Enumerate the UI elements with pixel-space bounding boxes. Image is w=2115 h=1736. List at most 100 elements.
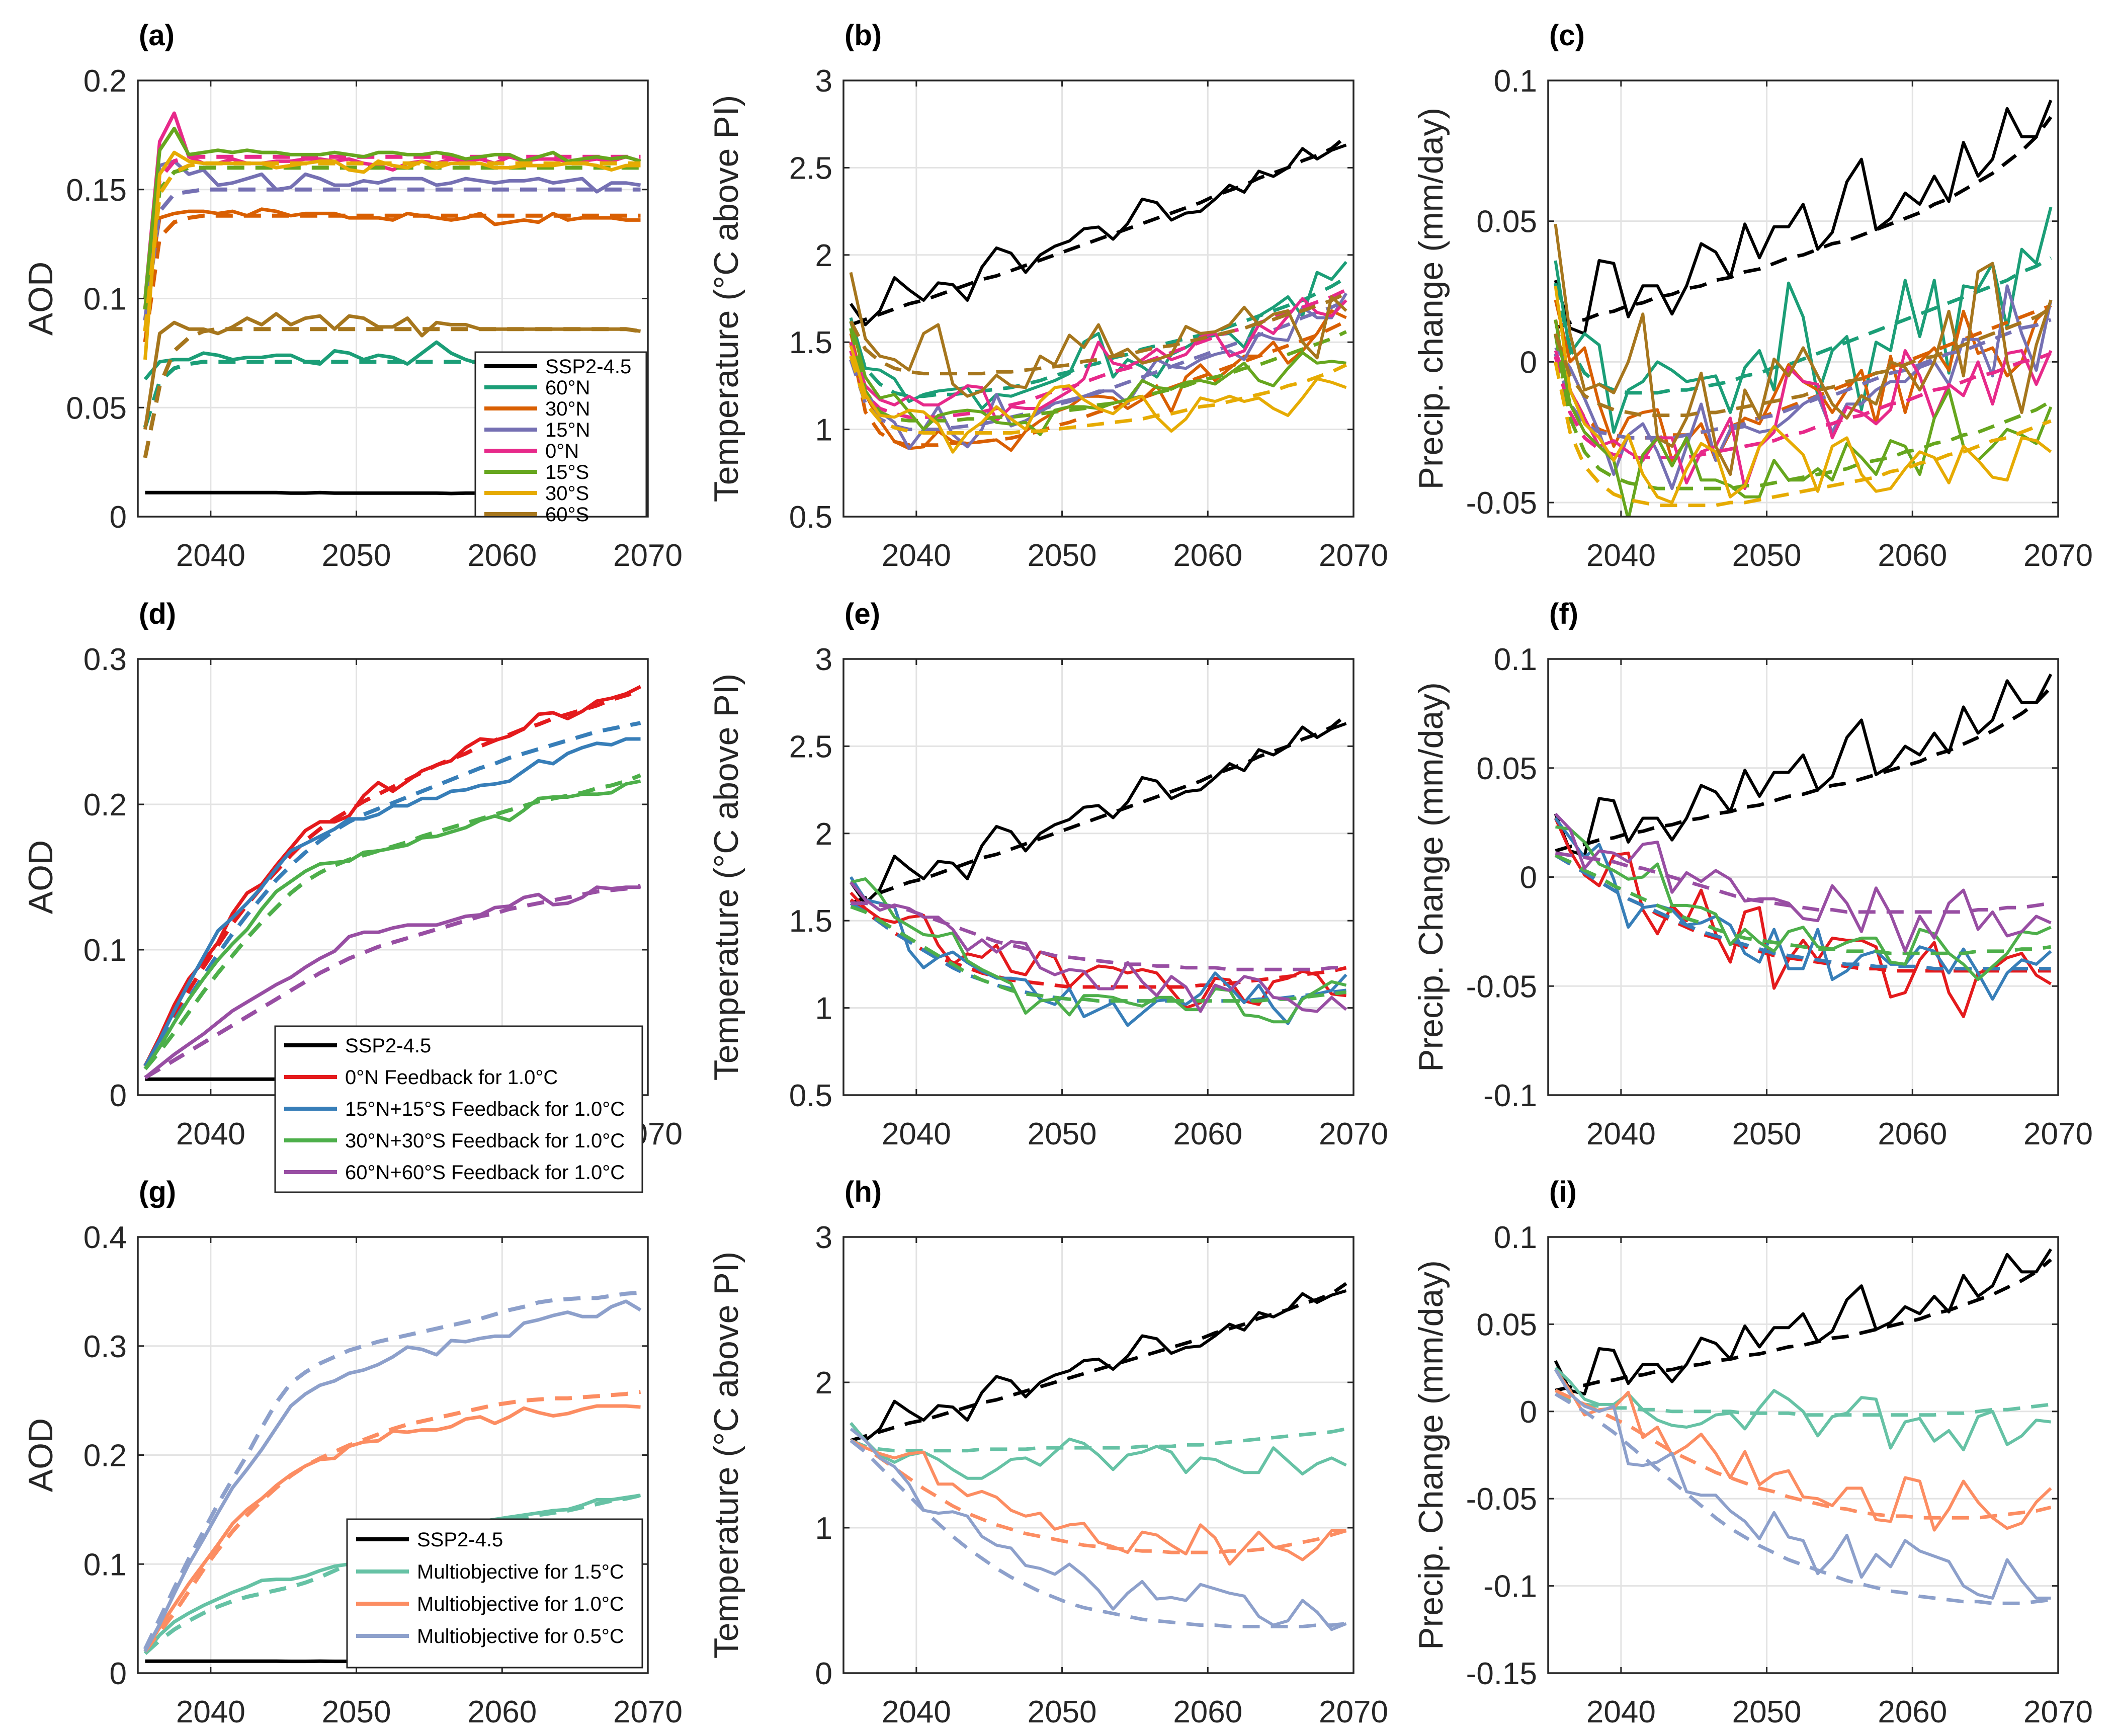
y-tick-label: 0.05 [1476,752,1537,786]
series-line-60-n-60-s-feedback-for-1-0-c [144,885,641,1080]
y-axis-label: Temperature (°C above PI) [707,1252,745,1659]
x-tick-label: 2050 [1732,1117,1802,1151]
y-axis-label: AOD [22,262,60,336]
y-axis-label: Precip. change (mm/day) [1412,108,1450,490]
y-tick-label: 0.1 [83,1547,127,1582]
legend-entry: 15°N [545,419,590,441]
series-line-multiobjective-for-1-5-c [850,1422,1347,1480]
y-tick-label: -0.1 [1483,1079,1537,1113]
legend-entry: SSP2-4.5 [345,1035,431,1057]
y-tick-label: 2.5 [789,729,832,764]
x-tick-label: 2050 [1028,1117,1097,1151]
legend: SSP2-4.560°N30°N15°N0°N15°S30°S60°S [474,351,647,526]
series-line-15-s [143,126,641,299]
x-tick-label: 2050 [322,1695,391,1729]
y-tick-label: 0 [815,1657,832,1691]
series-line-30-n-30-s-feedback-for-1-0-c [1555,825,2052,981]
y-tick-label: 3 [815,64,832,99]
y-tick-label: 0.5 [789,500,832,535]
y-tick-label: 0.2 [83,1439,127,1473]
y-tick-label: 0.05 [66,391,127,426]
x-tick-label: 2040 [1586,538,1656,573]
x-tick-label: 2060 [1878,1117,1947,1151]
panel-a: 2040 2050 2060 2070 0 0.05 0.1 0.15 0.2 AOD (a) SSP… [22,19,683,573]
series-line-15-n [143,159,641,310]
legend-box [346,1518,643,1669]
x-tick-label: 2070 [2023,1695,2093,1729]
series-line-30-s [1554,285,2052,504]
panel-label: (e) [844,598,880,630]
x-tick-label: 2050 [1028,538,1097,573]
plot-area [1548,1237,2058,1673]
fit-line-60-n-60-s-feedback-for-1-0-c [851,901,1346,971]
legend-entry: Multiobjective for 0.5°C [417,1625,624,1647]
y-tick-label: 0.3 [83,1330,127,1364]
legend: SSP2-4.5 Multiobjective for 1.5°C Multiobj… [346,1518,643,1669]
y-axis-label: Precip. Change (mm/day) [1412,1260,1450,1650]
legend-entry: 15°N+15°S Feedback for 1.0°C [345,1098,625,1120]
x-tick-label: 2060 [1173,1117,1242,1151]
legend-entry: SSP2-4.5 [417,1529,503,1551]
series-group [143,111,641,496]
series-line-60-n-60-s-feedback-for-1-0-c [1554,812,2052,953]
series-line-15-n-15-s-feedback-for-1-0-c [143,737,641,1067]
fit-line-15-s [143,166,641,310]
y-tick-label: 0 [110,1079,127,1113]
x-tick-label: 2070 [1319,1695,1388,1729]
panel-label: (d) [139,598,176,630]
fit-line-15-s [1554,333,2052,490]
series-line-0-n [849,297,1347,423]
y-tick-label: 3 [815,1220,832,1255]
fit-line-30-n [849,319,1347,447]
x-tick-label: 2040 [176,538,245,573]
legend-entry: 30°S [545,482,589,505]
fit-line-15-n [849,298,1347,432]
series-line-30-n-30-s-feedback-for-1-0-c [850,877,1347,1024]
fit-line-multiobjective-for-1-0-c [850,1439,1347,1554]
fit-line-ssp2-4-5 [1555,116,2053,330]
y-tick-label: 0 [1520,861,1537,895]
legend-entry: 0°N Feedback for 1.0°C [345,1066,558,1089]
series-group [849,135,1348,454]
y-tick-label: 0.05 [1476,205,1537,239]
fit-line-60-n [1554,256,2052,395]
y-tick-label: 0 [1520,345,1537,380]
x-tick-label: 2070 [1319,538,1388,573]
y-tick-label: -0.05 [1466,486,1537,521]
series-line-60-n [849,261,1347,410]
x-tick-label: 2060 [1878,538,1947,573]
fit-line-multiobjective-for-0-5-c [850,1439,1346,1628]
x-tick-label: 2040 [882,1695,951,1729]
y-axis-label: AOD [22,840,60,914]
panel-e: 2040 2050 2060 2070 0.5 1 1.5 2 2.5 3 Temperature … [707,598,1388,1151]
panel-label: (f) [1549,598,1578,630]
fit-line-ssp2-4-5 [850,713,1347,905]
series-line-ssp2-4-5 [1554,1248,2053,1396]
y-tick-label: 1.5 [789,325,832,360]
y-axis-label: Temperature (°C above PI) [707,674,745,1081]
panel-label: (a) [139,19,175,52]
series-line-30-n [143,207,641,310]
fit-line-ssp2-4-5 [850,1282,1347,1442]
y-axis-label: Precip. Change (mm/day) [1412,682,1450,1072]
series-line-30-n [849,309,1347,452]
series-line-60-s [143,312,641,430]
series-group [1554,1248,2053,1605]
y-tick-label: 3 [815,642,832,677]
y-tick-label: 0.1 [83,282,127,317]
plot-area [843,659,1353,1095]
y-tick-label: 0.2 [83,788,127,822]
y-tick-label: 0.1 [1494,64,1537,99]
x-tick-label: 2070 [1319,1117,1388,1151]
series-line-15-n [849,292,1348,450]
y-tick-label: 0.1 [1494,1220,1537,1255]
axes-box [1547,1236,2059,1674]
x-tick-label: 2060 [1878,1695,1947,1729]
fit-line-60-n-60-s-feedback-for-1-0-c [1555,851,2052,914]
series-group [850,1282,1347,1631]
x-tick-label: 2060 [1173,538,1242,573]
panel-label: (b) [844,19,882,52]
x-tick-label: 2040 [176,1695,245,1729]
legend-entry: SSP2-4.5 [545,356,631,378]
panel-f: 2040 2050 2060 2070 -0.1 -0.05 0 0.05 0.1 Precip.… [1412,598,2093,1151]
